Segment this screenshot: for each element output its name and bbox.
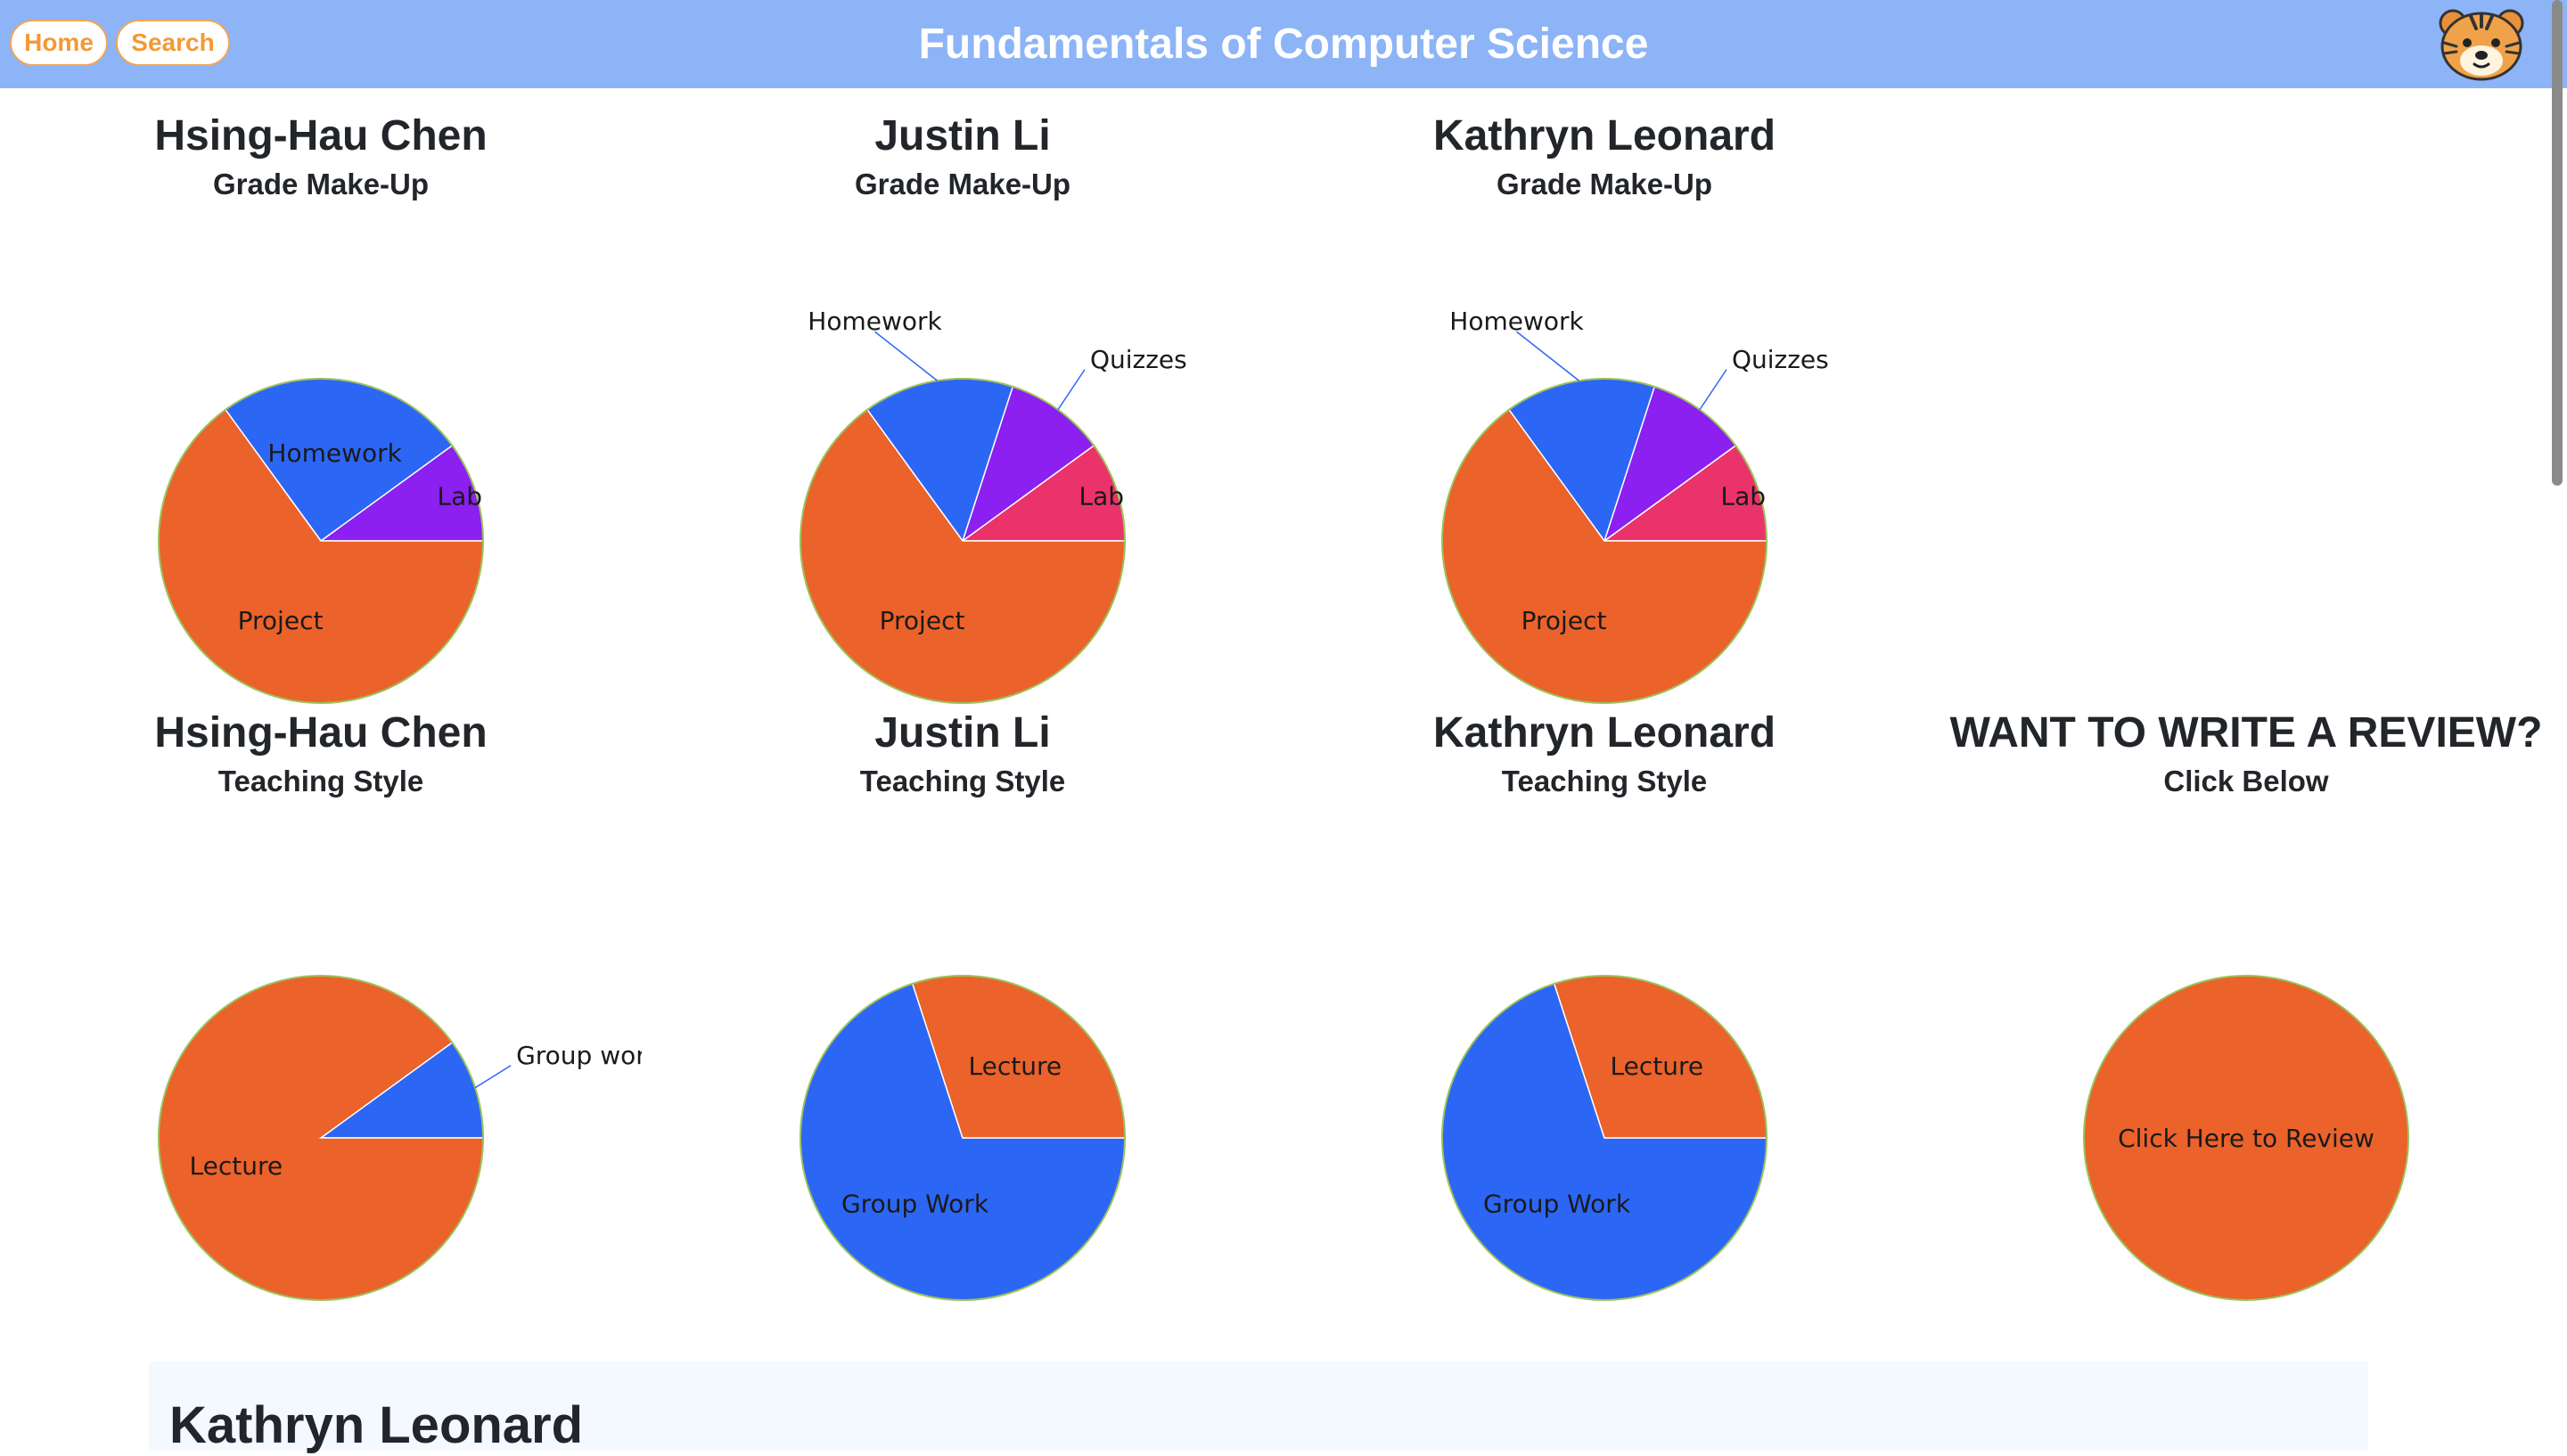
pie-label-group-work: Group Work <box>1483 1190 1631 1219</box>
professor-name: Justin Li <box>874 709 1051 757</box>
pie-label-leader-line <box>1699 369 1727 411</box>
chart-subtitle: Teaching Style <box>217 765 424 798</box>
grade-makeup-pie-chart[interactable]: Lab Quizzes Homework Project <box>1284 209 1925 708</box>
pie-label-homework: Homework <box>808 307 942 336</box>
pie-label-lab: Lab <box>438 481 483 511</box>
chart-subtitle: Grade Make-Up <box>854 168 1071 200</box>
teaching-style-panel-justin-li: Justin Li Teaching Style Group Work Lectu… <box>642 708 1284 1305</box>
pie-outline <box>158 975 484 1301</box>
professor-name: Justin Li <box>874 112 1051 160</box>
review-heading: WANT TO WRITE A REVIEW? <box>1949 709 2543 757</box>
grade-makeup-panel-justin-li: Justin Li Grade Make-Up Lab Quizzes Homewo… <box>642 111 1284 708</box>
grade-makeup-pie-chart[interactable]: Lab Homework Project <box>0 209 642 708</box>
professor-name: Kathryn Leonard <box>1432 112 1776 160</box>
professor-name: Hsing-Hau Chen <box>154 709 488 757</box>
grade-makeup-pie-chart[interactable]: Lab Quizzes Homework Project <box>642 209 1284 708</box>
pie-outline <box>1441 378 1767 704</box>
pie-outline <box>800 378 1126 704</box>
grade-makeup-panel-kathryn-leonard: Kathryn Leonard Grade Make-Up Lab Quizzes… <box>1284 111 1925 708</box>
pie-label-project: Project <box>238 606 324 635</box>
pie-slice-lecture[interactable] <box>158 975 484 1301</box>
pie-label-click-here-to-review: Click Here to Review <box>2118 1124 2374 1153</box>
pie-label-lab: Lab <box>1079 481 1125 511</box>
review-card: Kathryn Leonard <box>149 1362 2368 1454</box>
pie-outline <box>158 378 484 704</box>
teaching-style-pie-chart[interactable]: Group Work Lecture <box>642 806 1284 1305</box>
pie-label-project: Project <box>880 606 965 635</box>
top-navbar: Fundamentals of Computer Science Home Se… <box>0 0 2567 88</box>
pie-label-lecture: Lecture <box>1611 1051 1704 1081</box>
click-to-review-pie-button[interactable]: Click Here to Review <box>1925 806 2567 1305</box>
teaching-style-panel-kathryn-leonard: Kathryn Leonard Teaching Style Group Wor… <box>1284 708 1925 1305</box>
pie-label-group-work: Group Work <box>841 1190 989 1219</box>
scrollbar-thumb[interactable] <box>2552 0 2563 486</box>
pie-outline <box>1441 975 1767 1301</box>
chart-subtitle: Grade Make-Up <box>212 168 430 200</box>
pie-label-leader-line <box>1516 331 1579 381</box>
site-title: Fundamentals of Computer Science <box>918 20 1649 68</box>
teaching-style-pie-chart[interactable]: Group Work Lecture <box>1284 806 1925 1305</box>
home-button[interactable]: Home <box>10 20 108 66</box>
pie-label-leader-line <box>474 1065 512 1089</box>
review-professor-name: Kathryn Leonard <box>169 1396 584 1454</box>
search-button[interactable]: Search <box>116 20 230 66</box>
pie-label-lab: Lab <box>1721 481 1767 511</box>
pie-label-lecture: Lecture <box>969 1051 1062 1081</box>
review-subtitle: Click Below <box>2163 765 2329 798</box>
chart-subtitle: Teaching Style <box>859 765 1066 798</box>
write-review-panel: WANT TO WRITE A REVIEW? Click Below Clic… <box>1925 708 2567 1305</box>
pie-label-leader-line <box>874 331 938 381</box>
pie-label-project: Project <box>1521 606 1607 635</box>
pie-label-group-work: Group work <box>516 1041 642 1070</box>
pie-label-homework: Homework <box>1449 307 1584 336</box>
tiger-face-icon[interactable] <box>2432 7 2531 82</box>
pie-label-homework: Homework <box>267 438 402 468</box>
teaching-style-panel-hsing-hau-chen: Hsing-Hau Chen Teaching Style Group work… <box>0 708 642 1305</box>
pie-outline <box>800 975 1126 1301</box>
professor-name: Kathryn Leonard <box>1432 709 1776 757</box>
pie-label-quizzes: Quizzes <box>1090 345 1187 374</box>
pie-slice-click-here-to-review[interactable] <box>2083 975 2409 1301</box>
grade-makeup-panel-hsing-hau-chen: Hsing-Hau Chen Grade Make-Up Lab Homework… <box>0 111 642 708</box>
chart-subtitle: Grade Make-Up <box>1496 168 1713 200</box>
professor-name: Hsing-Hau Chen <box>154 112 488 160</box>
pie-label-quizzes: Quizzes <box>1732 345 1829 374</box>
pie-label-lecture: Lecture <box>190 1151 283 1181</box>
chart-subtitle: Teaching Style <box>1501 765 1708 798</box>
teaching-style-pie-chart[interactable]: Group work Lecture <box>0 806 642 1305</box>
pie-label-leader-line <box>1057 369 1086 411</box>
